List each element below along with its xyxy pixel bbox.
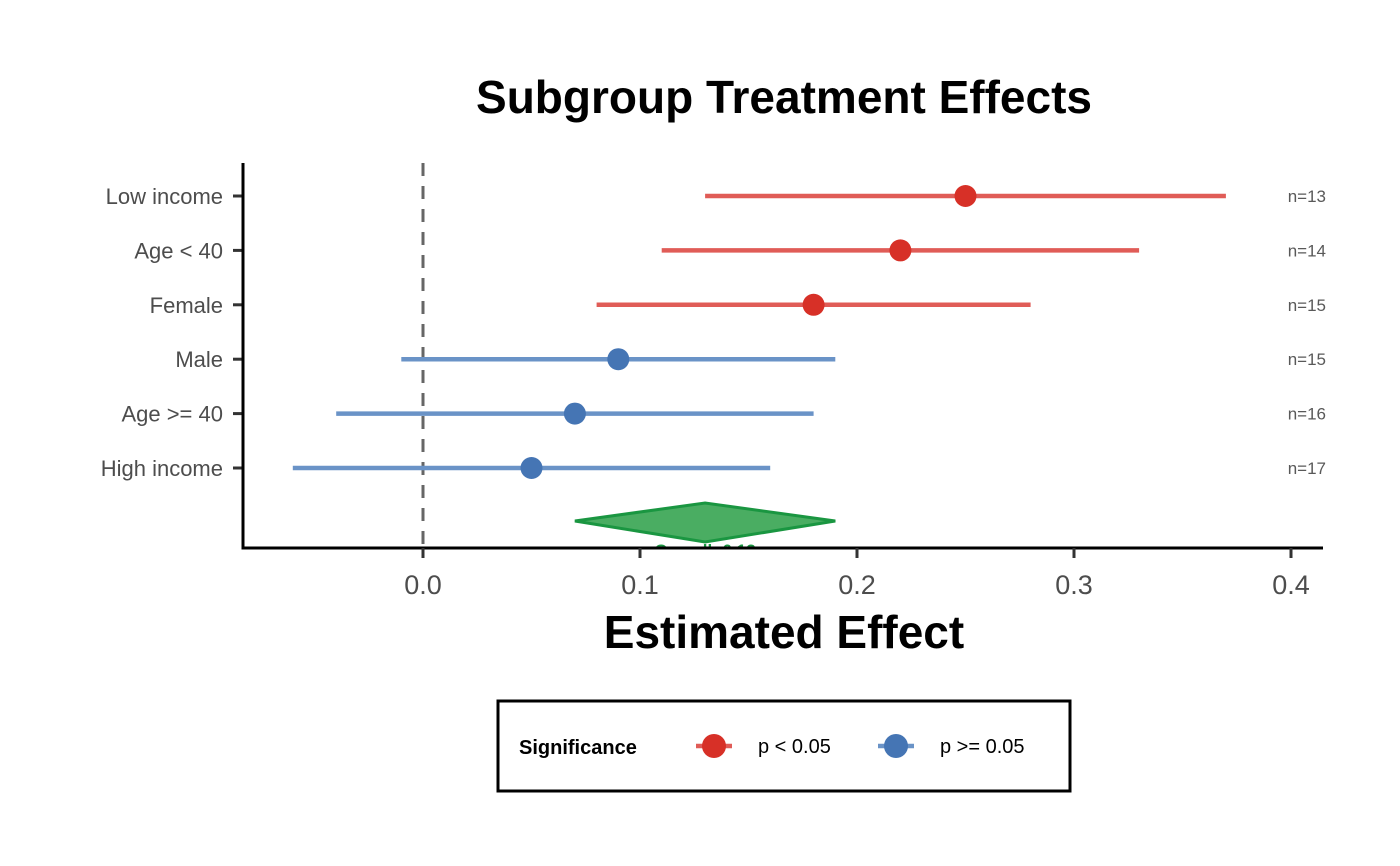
sample-size-label: n=14 — [1288, 241, 1326, 260]
sample-size-label: n=16 — [1288, 405, 1326, 424]
point-estimate — [607, 348, 630, 371]
point-estimate — [802, 293, 825, 316]
y-tick-label: Age < 40 — [134, 238, 223, 263]
sample-size-label: n=15 — [1288, 350, 1326, 369]
legend-title: Significance — [519, 737, 637, 759]
legend-key-point — [702, 734, 726, 758]
legend-entry: p < 0.05 — [696, 734, 831, 758]
sample-size-label: n=13 — [1288, 187, 1326, 206]
legend: Significance p < 0.05 p >= 0.05 — [496, 699, 1072, 793]
x-tick-label: 0.4 — [1272, 570, 1310, 600]
x-tick-label: 0.0 — [404, 570, 442, 600]
sample-size-label: n=15 — [1288, 296, 1326, 315]
axis-background — [243, 548, 1333, 608]
point-estimate — [563, 402, 586, 425]
chart-title: Subgroup Treatment Effects — [476, 71, 1092, 123]
point-estimate — [889, 239, 912, 262]
legend-label: p >= 0.05 — [940, 736, 1025, 758]
point-estimate — [954, 185, 977, 207]
point-estimate — [520, 457, 543, 479]
sample-size-label: n=17 — [1288, 459, 1326, 478]
y-tick-label: Low income — [106, 184, 223, 209]
y-tick-label: Age >= 40 — [121, 402, 223, 427]
x-tick-label: 0.3 — [1055, 570, 1093, 600]
overall-diamond — [574, 501, 836, 544]
y-tick-label: Female — [150, 293, 223, 318]
x-axis-label: Estimated Effect — [604, 606, 964, 658]
y-tick-label: Male — [175, 347, 223, 372]
legend-entry: p >= 0.05 — [878, 734, 1025, 758]
legend-box — [496, 699, 1072, 793]
x-tick-label: 0.1 — [621, 570, 659, 600]
legend-key-point — [884, 734, 908, 758]
x-tick-label: 0.2 — [838, 570, 876, 600]
y-tick-label: High income — [101, 456, 223, 481]
legend-label: p < 0.05 — [758, 736, 831, 758]
